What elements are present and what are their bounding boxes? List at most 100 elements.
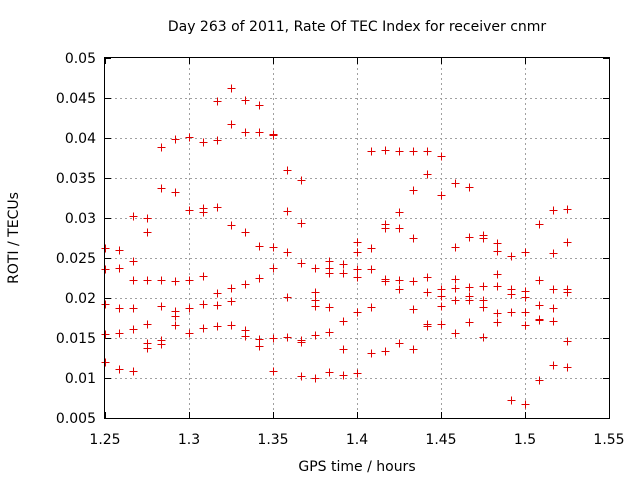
data-point: [451, 275, 460, 284]
data-point: [255, 342, 264, 351]
data-point: [367, 349, 376, 358]
data-point: [185, 329, 194, 338]
data-point: [409, 277, 418, 286]
data-point: [437, 191, 446, 200]
data-point: [227, 120, 236, 129]
data-point: [171, 321, 180, 330]
data-point: [521, 308, 530, 317]
data-point: [507, 290, 516, 299]
data-point: [269, 131, 278, 140]
data-point: [143, 228, 152, 237]
data-point: [325, 368, 334, 377]
data-point: [479, 282, 488, 291]
data-point: [535, 276, 544, 285]
data-point: [101, 265, 110, 274]
data-point: [339, 371, 348, 380]
y-tick-label: 0.03: [65, 211, 96, 227]
data-point: [395, 147, 404, 156]
data-point: [367, 244, 376, 253]
data-point: [129, 304, 138, 313]
data-point: [465, 233, 474, 242]
data-point: [339, 345, 348, 354]
data-point: [241, 228, 250, 237]
data-point: [227, 321, 236, 330]
data-point: [549, 304, 558, 313]
data-point: [213, 97, 222, 106]
data-point: [129, 367, 138, 376]
data-point: [157, 184, 166, 193]
data-point: [521, 293, 530, 302]
y-tick-label: 0.04: [65, 131, 96, 147]
data-point: [227, 84, 236, 93]
data-point: [521, 400, 530, 409]
data-point: [353, 308, 362, 317]
data-point: [129, 325, 138, 334]
data-point: [479, 296, 488, 305]
data-point: [353, 369, 362, 378]
data-point: [297, 338, 306, 347]
data-point: [143, 344, 152, 353]
data-point: [283, 248, 292, 257]
data-point: [241, 280, 250, 289]
y-tick-label: 0.045: [56, 91, 96, 107]
data-point: [199, 208, 208, 217]
data-point: [311, 288, 320, 297]
data-point: [437, 285, 446, 294]
data-point: [423, 322, 432, 331]
x-tick-label: 1.35: [257, 432, 288, 448]
data-point: [255, 242, 264, 251]
data-point: [451, 243, 460, 252]
data-point: [479, 234, 488, 243]
data-point: [255, 335, 264, 344]
data-point: [283, 333, 292, 342]
data-point: [353, 273, 362, 282]
data-point: [143, 320, 152, 329]
data-point: [325, 269, 334, 278]
data-point: [549, 285, 558, 294]
data-point: [185, 133, 194, 142]
data-point: [101, 358, 110, 367]
x-axis-label: GPS time / hours: [298, 459, 415, 475]
data-point: [507, 396, 516, 405]
data-point: [199, 324, 208, 333]
data-point: [143, 214, 152, 223]
data-point: [185, 304, 194, 313]
data-point: [129, 276, 138, 285]
data-point: [297, 259, 306, 268]
data-point: [339, 317, 348, 326]
data-point: [521, 248, 530, 257]
data-point: [563, 288, 572, 297]
y-tick-label: 0.035: [56, 171, 96, 187]
data-point: [563, 337, 572, 346]
data-point: [101, 244, 110, 253]
data-point: [353, 248, 362, 257]
data-point: [563, 363, 572, 372]
data-point: [465, 183, 474, 192]
plot-frame: [104, 57, 610, 419]
data-point: [535, 316, 544, 325]
data-point: [115, 264, 124, 273]
data-point: [563, 238, 572, 247]
data-point: [185, 206, 194, 215]
data-point: [157, 276, 166, 285]
data-point: [395, 285, 404, 294]
data-point: [171, 277, 180, 286]
data-point: [213, 136, 222, 145]
data-point: [465, 318, 474, 327]
data-point: [269, 367, 278, 376]
data-point: [325, 257, 334, 266]
data-point: [325, 328, 334, 337]
data-point: [451, 179, 460, 188]
data-point: [171, 135, 180, 144]
data-point: [493, 318, 502, 327]
data-point: [409, 345, 418, 354]
data-point: [101, 300, 110, 309]
data-point: [493, 309, 502, 318]
data-point: [213, 203, 222, 212]
data-point: [115, 329, 124, 338]
y-tick-labels: 0.005 0.01 0.015 0.02 0.025 0.03 0.035 0.04 0.04…: [56, 51, 96, 427]
data-point: [339, 269, 348, 278]
data-point: [535, 220, 544, 229]
data-point: [227, 221, 236, 230]
data-point: [171, 312, 180, 321]
